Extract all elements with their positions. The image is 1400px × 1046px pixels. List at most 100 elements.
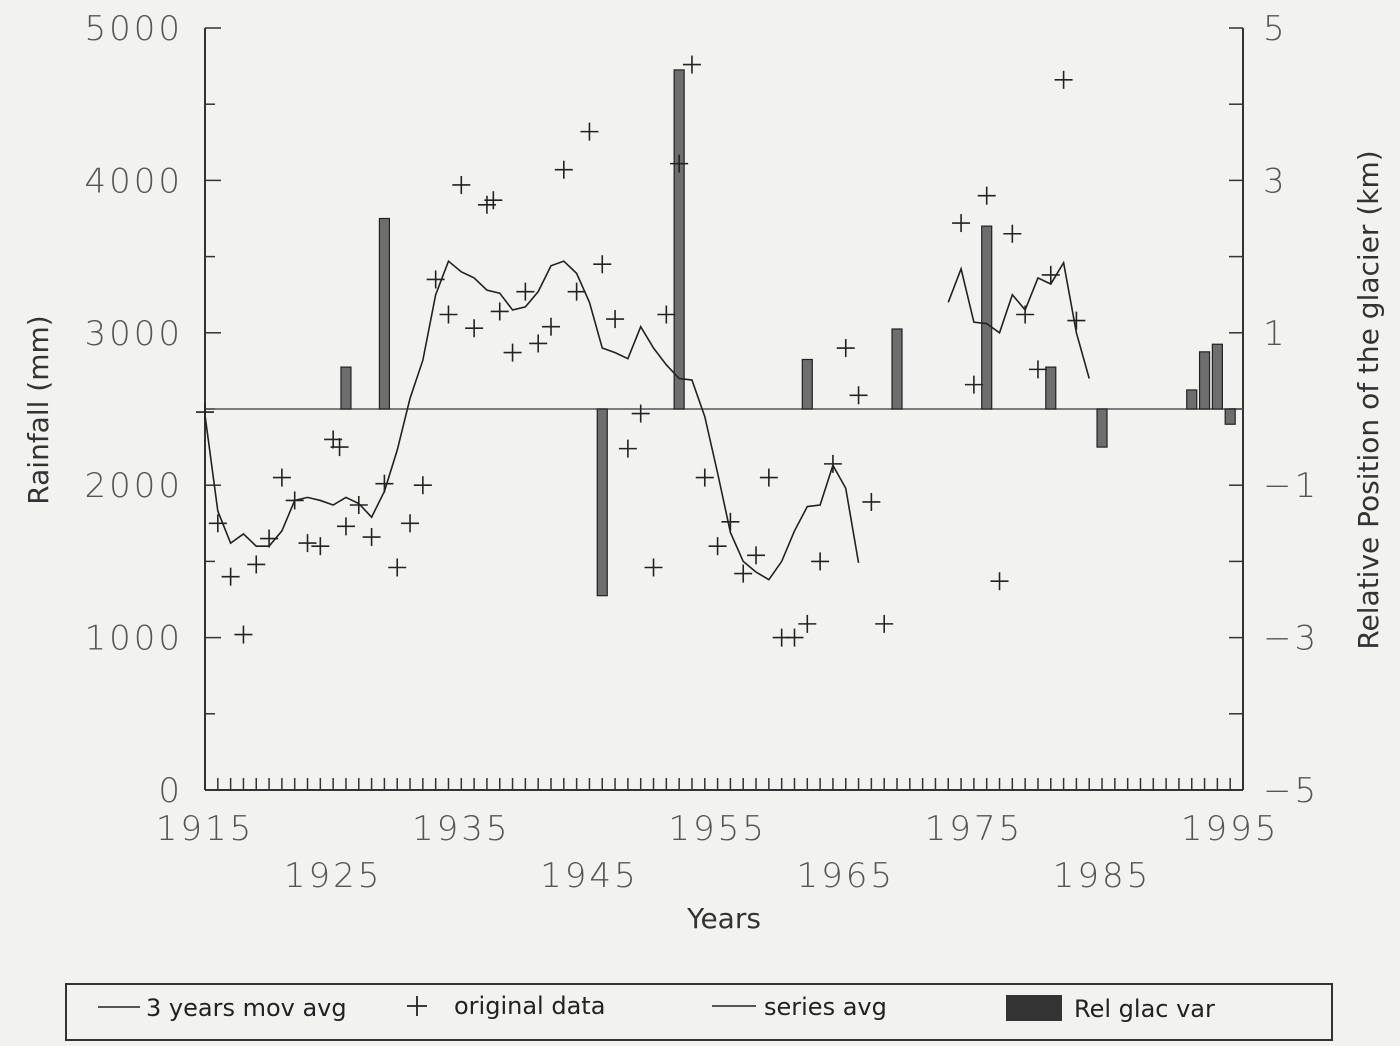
data-point-plus (401, 514, 420, 533)
data-point-plus (593, 255, 612, 274)
data-point-plus (1054, 70, 1073, 89)
data-point-plus (554, 160, 573, 179)
moving-average-segment (204, 259, 860, 581)
data-point-plus (618, 439, 637, 458)
plot-axes: 0 1000 2000 3000 4000 5000 −5 −3 −1 1 3 5 1915 1935 19… (84, 9, 1319, 896)
data-point-plus (336, 517, 355, 536)
legend: 3 years mov avg original data series avg Re… (65, 983, 1333, 1041)
x-tick-label: 1995 (1181, 809, 1280, 849)
data-point-plus (465, 319, 484, 338)
data-point-plus (785, 628, 804, 647)
glacier-bar (378, 217, 391, 410)
data-point-plus (721, 512, 740, 531)
data-point-plus (875, 614, 894, 633)
x-tick-label: 1935 (412, 809, 511, 849)
glacier-bar (1198, 351, 1211, 410)
data-point-plus (439, 305, 458, 324)
data-point-plus (759, 468, 778, 487)
data-point-plus (221, 567, 240, 586)
data-point-plus (490, 302, 509, 321)
legend-label: Rel glac var (1074, 995, 1215, 1023)
legend-label: original data (454, 992, 605, 1020)
data-point-plus (964, 375, 983, 394)
data-point-plus (375, 474, 394, 493)
data-point-plus (580, 122, 599, 141)
data-point-plus (657, 305, 676, 324)
glacier-bar (1186, 389, 1198, 410)
data-point-plus (1028, 360, 1047, 379)
data-point-plus (708, 537, 727, 556)
glacier-bar (801, 358, 813, 410)
data-point-plus (606, 310, 625, 329)
legend-label: series avg (764, 993, 887, 1021)
data-point-plus (695, 468, 714, 487)
data-point-plus (990, 572, 1009, 591)
data-point-plus (503, 343, 522, 362)
legend-box (65, 983, 1333, 1041)
data-point-plus (977, 186, 996, 205)
data-point-plus (798, 614, 817, 633)
glacier-bar (596, 408, 608, 597)
data-point-plus (849, 386, 868, 405)
data-point-plus (349, 496, 368, 515)
y2-tick-label: 3 (1263, 161, 1288, 201)
x-tick-label: 1925 (284, 856, 383, 896)
legend-bar-icon (1006, 995, 1062, 1021)
data-point-plus (631, 404, 650, 423)
data-point-plus (330, 438, 349, 457)
data-point-plus (823, 454, 842, 473)
x-tick-label: 1975 (925, 809, 1024, 849)
y2-tick-label: −5 (1263, 771, 1319, 811)
data-point-plus (484, 191, 503, 210)
data-point-plus (682, 55, 701, 74)
data-point-plus (747, 546, 766, 565)
x-tick-label: 1915 (156, 809, 255, 849)
x-axis-label: Years (686, 902, 761, 935)
data-point-plus (516, 282, 535, 301)
glacier-bar (673, 69, 685, 410)
moving-average-segment (947, 260, 1090, 379)
data-point-plus (311, 537, 330, 556)
data-point-plus (1003, 224, 1022, 243)
data-point-plus (362, 528, 381, 547)
y2-tick-label: −3 (1263, 619, 1319, 659)
data-point-plus (1016, 305, 1035, 324)
x-tick-label: 1945 (540, 856, 639, 896)
data-point-plus (734, 564, 753, 583)
x-tick-label: 1965 (796, 856, 895, 896)
data-point-plus (1067, 311, 1086, 330)
y-tick-label: 3000 (84, 314, 183, 354)
data-point-plus (413, 476, 432, 495)
data-point-plus (196, 403, 214, 422)
y2-tick-label: 5 (1263, 9, 1288, 49)
data-point-plus (285, 491, 304, 510)
data-point-plus (247, 555, 266, 574)
y-axis-label: Rainfall (mm) (22, 315, 55, 504)
glacier-bar (1096, 408, 1108, 448)
data-point-plus (811, 552, 830, 571)
data-point-plus (644, 558, 663, 577)
axis-labels: Years Rainfall (mm) Relative Position of t… (22, 150, 1385, 935)
x-tick-label: 1955 (668, 809, 767, 849)
glacier-bar (891, 328, 903, 410)
data-point-plus (836, 339, 855, 358)
data-point-plus (298, 534, 317, 553)
data-point-plus (272, 468, 291, 487)
data-point-plus (234, 625, 253, 644)
glacier-bar (1211, 343, 1223, 410)
glacier-bar (1224, 408, 1236, 425)
data-point-plus (862, 492, 881, 511)
y2-axis-label: Relative Position of the glacier (km) (1352, 150, 1385, 649)
y-tick-label: 1000 (84, 619, 183, 659)
y-tick-label: 4000 (84, 161, 183, 201)
y2-tick-label: 1 (1263, 314, 1288, 354)
moving-average-line (204, 259, 1090, 581)
data-point-plus (452, 175, 471, 194)
data-point-plus (426, 270, 445, 289)
y2-tick-label: −1 (1263, 466, 1319, 506)
y-tick-label: 0 (158, 771, 183, 811)
data-point-plus (567, 282, 586, 301)
data-point-plus (542, 317, 560, 336)
legend-label: 3 years mov avg (146, 994, 347, 1022)
